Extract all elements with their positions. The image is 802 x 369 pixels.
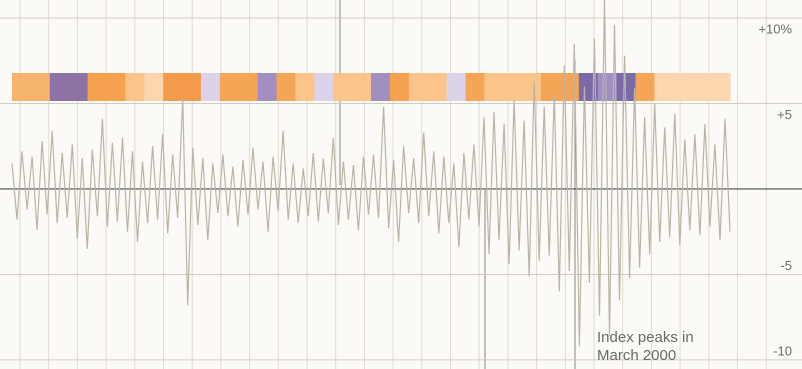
band-segment xyxy=(238,73,259,101)
band-segment xyxy=(635,73,655,101)
y-tick-label: -5 xyxy=(780,258,792,273)
band-segment xyxy=(68,73,89,101)
band-segment xyxy=(559,73,580,101)
band-segment xyxy=(257,73,278,101)
band-segment xyxy=(276,73,296,101)
band-segment xyxy=(522,73,542,101)
band-segment xyxy=(389,73,410,101)
band-segment xyxy=(408,73,429,101)
band-segment xyxy=(30,73,51,101)
band-segment xyxy=(616,73,637,101)
band-segment xyxy=(49,73,70,101)
y-tick-label: +5 xyxy=(777,107,792,122)
band-segment xyxy=(219,73,240,101)
band-segment xyxy=(711,73,731,101)
series-line xyxy=(11,0,731,347)
band-segment xyxy=(314,73,334,101)
vertical-grid xyxy=(19,0,767,369)
y-tick-label: +10% xyxy=(758,21,792,36)
band-segment xyxy=(371,73,391,101)
band-segment xyxy=(352,73,372,101)
band-segment xyxy=(144,73,164,101)
band-segment xyxy=(427,73,448,101)
band-segment xyxy=(200,73,221,101)
band-segment xyxy=(503,73,523,101)
band-segment xyxy=(484,73,504,101)
annotation: March 2000 xyxy=(597,347,676,364)
band-segment xyxy=(673,73,693,101)
band-segment xyxy=(106,73,126,101)
band-segment xyxy=(12,73,32,101)
y-tick-label: -10 xyxy=(773,343,792,358)
band-segment xyxy=(87,73,107,101)
band-segment xyxy=(541,73,561,101)
band-segment xyxy=(446,73,466,101)
band-segment xyxy=(692,73,712,101)
band-segment xyxy=(654,73,674,101)
band-segment xyxy=(465,73,485,101)
band-segment xyxy=(295,73,315,101)
annotation: Index peaks in xyxy=(597,329,694,346)
band-segment xyxy=(182,73,202,101)
band-segment xyxy=(125,73,145,101)
band-segment xyxy=(163,73,183,101)
band-segment xyxy=(333,73,353,101)
